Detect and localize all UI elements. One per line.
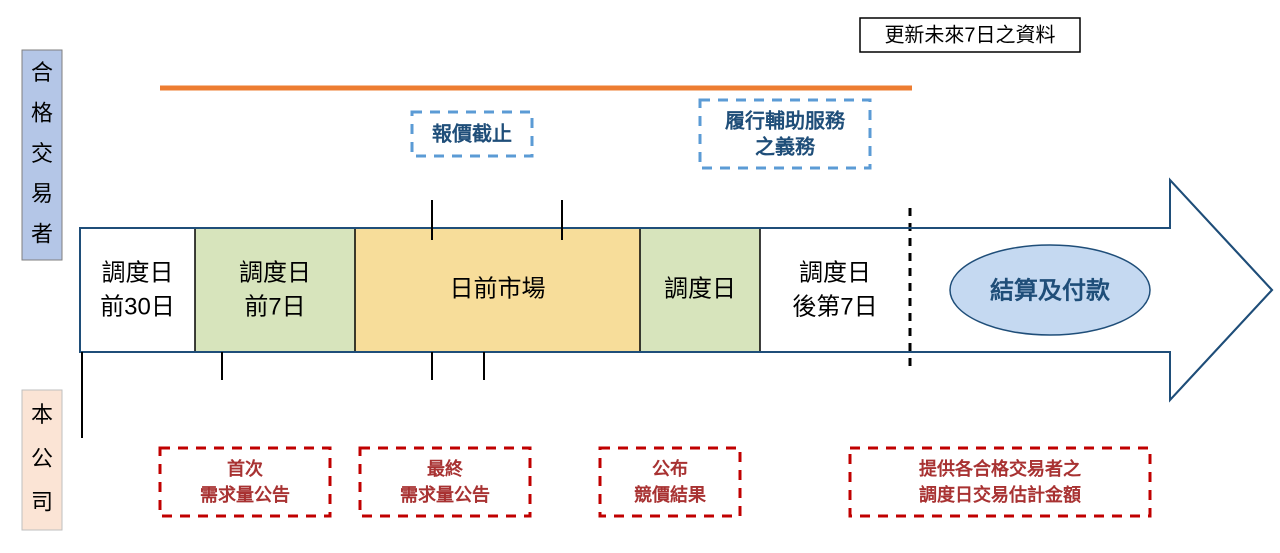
svg-text:前7日: 前7日 (244, 293, 305, 320)
svg-text:需求量公告: 需求量公告 (400, 484, 490, 505)
timeline-diagram: 合格交易者本公司更新未來7日之資料調度日前30日調度日前7日日前市場調度日調度日… (0, 0, 1280, 553)
svg-text:提供各合格交易者之: 提供各合格交易者之 (919, 458, 1081, 479)
svg-text:最終: 最終 (427, 458, 464, 479)
svg-text:調度日: 調度日 (664, 275, 736, 302)
svg-text:日前市場: 日前市場 (450, 275, 546, 302)
svg-text:司: 司 (31, 490, 53, 515)
svg-text:者: 者 (31, 222, 53, 247)
svg-text:前30日: 前30日 (100, 293, 175, 320)
svg-text:更新未來7日之資料: 更新未來7日之資料 (884, 23, 1055, 46)
settlement-ellipse: 結算及付款 (950, 245, 1150, 335)
segment-0 (80, 229, 195, 351)
svg-text:履行輔助服務: 履行輔助服務 (725, 108, 846, 132)
svg-text:報價截止: 報價截止 (432, 121, 512, 145)
svg-text:本: 本 (31, 402, 53, 427)
update-note: 更新未來7日之資料 (860, 18, 1080, 52)
svg-text:格: 格 (31, 100, 53, 125)
svg-text:公布: 公布 (652, 458, 688, 479)
lane-company: 本公司 (22, 390, 62, 530)
segment-1 (195, 229, 355, 351)
svg-text:結算及付款: 結算及付款 (990, 276, 1111, 304)
svg-text:交: 交 (31, 141, 53, 166)
svg-text:公: 公 (31, 446, 53, 471)
svg-text:調度日交易估計金額: 調度日交易估計金額 (919, 484, 1081, 505)
svg-text:調度日: 調度日 (239, 259, 311, 286)
lane-trader: 合格交易者 (22, 50, 62, 260)
svg-text:之義務: 之義務 (755, 134, 816, 158)
svg-text:後第7日: 後第7日 (792, 293, 877, 320)
svg-text:競價結果: 競價結果 (634, 484, 707, 505)
svg-text:首次: 首次 (227, 458, 263, 479)
svg-text:需求量公告: 需求量公告 (200, 484, 290, 505)
svg-text:易: 易 (31, 181, 53, 206)
segment-4 (760, 229, 910, 351)
svg-text:合: 合 (31, 60, 53, 85)
svg-text:調度日: 調度日 (102, 259, 174, 286)
svg-text:調度日: 調度日 (799, 259, 871, 286)
